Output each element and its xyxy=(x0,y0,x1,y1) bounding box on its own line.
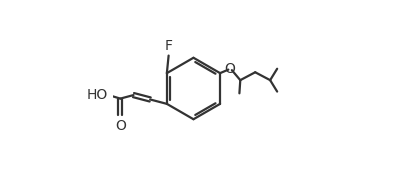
Text: O: O xyxy=(224,62,235,76)
Text: F: F xyxy=(165,39,172,53)
Text: HO: HO xyxy=(87,88,108,102)
Text: O: O xyxy=(115,119,126,133)
